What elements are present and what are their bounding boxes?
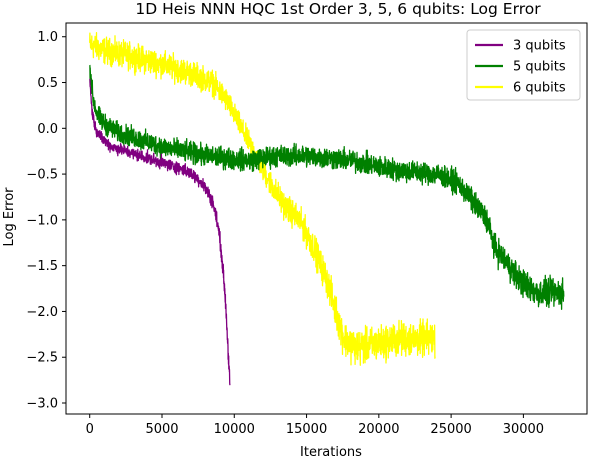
series-layer bbox=[89, 32, 565, 386]
x-axis-label: Iterations bbox=[300, 445, 362, 458]
legend: 3 qubits 5 qubits 6 qubits bbox=[466, 29, 581, 101]
y-tick-label: −0.5 bbox=[26, 168, 58, 183]
chart-title: 1D Heis NNN HQC 1st Order 3, 5, 6 qubits… bbox=[135, 0, 541, 18]
y-axis: 1.0 0.5 0.0 −0.5 −1.0 −1.5 −2.0 −2.5 −3.0 bbox=[26, 30, 66, 412]
series-line-3-qubits bbox=[89, 78, 231, 386]
y-axis-label: Log Error bbox=[2, 187, 17, 247]
legend-label: 5 qubits bbox=[513, 60, 566, 75]
y-tick-label: 0.5 bbox=[37, 76, 58, 91]
y-tick-label: −3.0 bbox=[26, 397, 58, 412]
x-tick-label: 15000 bbox=[286, 422, 327, 437]
axes-frame bbox=[65, 22, 588, 415]
x-tick-label: 10000 bbox=[214, 422, 255, 437]
legend-box bbox=[466, 29, 581, 101]
y-tick-label: 1.0 bbox=[37, 30, 58, 45]
legend-label: 3 qubits bbox=[513, 39, 566, 54]
series-line-6-qubits bbox=[89, 32, 436, 366]
x-tick-label: 25000 bbox=[430, 422, 471, 437]
series-line-5-qubits bbox=[89, 64, 565, 310]
x-tick-label: 0 bbox=[86, 422, 94, 437]
legend-label: 6 qubits bbox=[513, 81, 566, 96]
x-tick-label: 5000 bbox=[145, 422, 178, 437]
x-axis: 0 5000 10000 15000 20000 25000 30000 bbox=[86, 414, 544, 437]
y-tick-label: −2.5 bbox=[26, 351, 58, 366]
y-tick-label: −1.5 bbox=[26, 259, 58, 274]
y-tick-label: −2.0 bbox=[26, 305, 58, 320]
x-tick-label: 20000 bbox=[358, 422, 399, 437]
x-tick-label: 30000 bbox=[503, 422, 544, 437]
y-tick-label: −1.0 bbox=[26, 213, 58, 228]
y-tick-label: 0.0 bbox=[37, 122, 58, 137]
